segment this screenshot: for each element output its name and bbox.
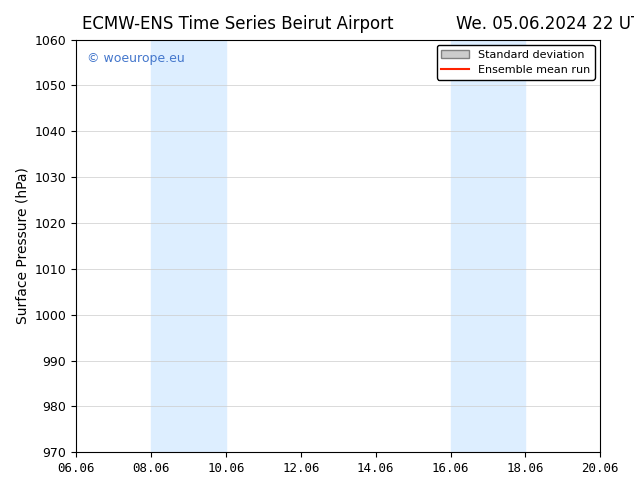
Bar xyxy=(151,40,226,452)
Text: We. 05.06.2024 22 UTC: We. 05.06.2024 22 UTC xyxy=(456,15,634,33)
Bar xyxy=(451,40,526,452)
Text: © woeurope.eu: © woeurope.eu xyxy=(87,52,184,65)
Text: ECMW-ENS Time Series Beirut Airport: ECMW-ENS Time Series Beirut Airport xyxy=(82,15,394,33)
Y-axis label: Surface Pressure (hPa): Surface Pressure (hPa) xyxy=(15,168,29,324)
Legend: Standard deviation, Ensemble mean run: Standard deviation, Ensemble mean run xyxy=(437,45,595,79)
